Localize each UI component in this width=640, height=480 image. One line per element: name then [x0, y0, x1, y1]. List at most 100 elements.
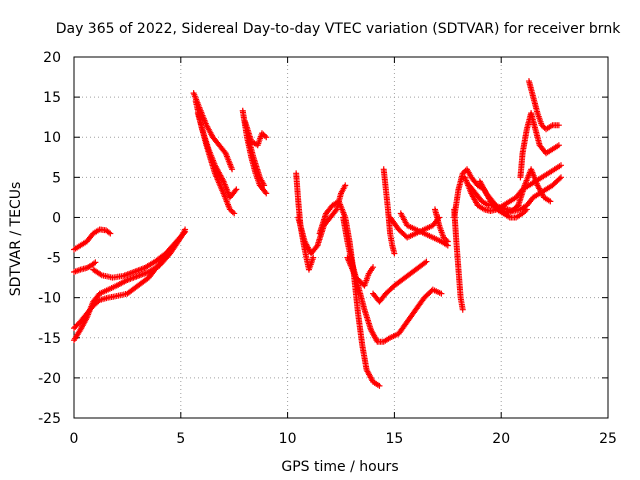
interpolated-point	[545, 197, 552, 204]
interpolated-point	[105, 229, 112, 236]
interpolated-point	[388, 240, 395, 247]
interpolated-point	[88, 305, 95, 312]
interpolated-point	[368, 265, 375, 272]
interpolated-point	[101, 227, 108, 234]
interpolated-point	[337, 191, 344, 198]
interpolated-point	[556, 163, 563, 170]
series-arc-2	[71, 259, 99, 275]
series-arc-26	[476, 166, 554, 217]
series-arc-20	[397, 210, 451, 249]
interpolated-point	[379, 338, 386, 345]
interpolated-point	[556, 175, 563, 182]
interpolated-point	[203, 140, 210, 147]
series-arc-5	[90, 228, 189, 281]
x-tick-label: 20	[492, 431, 510, 447]
interpolated-point	[228, 164, 235, 171]
interpolated-point	[427, 288, 434, 295]
interpolated-point	[439, 232, 446, 239]
interpolated-point	[533, 180, 540, 187]
interpolated-point	[419, 297, 426, 304]
interpolated-point	[95, 227, 102, 234]
interpolated-point	[202, 120, 209, 127]
interpolated-point	[88, 233, 95, 240]
interpolated-point	[521, 183, 528, 190]
interpolated-point	[82, 265, 89, 272]
series-arc-23	[451, 166, 530, 221]
y-tick-label: 20	[43, 50, 61, 66]
interpolated-point	[487, 195, 494, 202]
interpolated-point	[363, 365, 370, 372]
x-tick-label: 25	[599, 431, 617, 447]
interpolated-point	[160, 252, 167, 259]
interpolated-point	[385, 335, 392, 342]
series-arc-18	[380, 166, 398, 257]
interpolated-point	[361, 305, 368, 312]
interpolated-point	[312, 245, 319, 252]
interpolated-point	[211, 168, 218, 175]
interpolated-point	[139, 265, 146, 272]
interpolated-point	[476, 195, 483, 202]
interpolated-point	[112, 283, 119, 290]
interpolated-point	[436, 237, 443, 244]
series-arc-10	[241, 118, 270, 149]
series-arc-17	[370, 258, 430, 305]
interpolated-point	[231, 189, 238, 196]
x-tick-label: 15	[385, 431, 403, 447]
interpolated-point	[103, 295, 110, 302]
interpolated-point	[534, 108, 541, 115]
interpolated-point	[144, 269, 151, 276]
series-arc-22	[451, 206, 466, 313]
interpolated-point	[260, 180, 267, 187]
y-tick-label: -15	[38, 331, 61, 347]
chart-title: Day 365 of 2022, Sidereal Day-to-day VTE…	[56, 21, 621, 37]
interpolated-point	[555, 176, 562, 183]
interpolated-point	[219, 176, 226, 183]
interpolated-point	[537, 175, 544, 182]
series-arc-27	[517, 110, 562, 181]
interpolated-point	[390, 248, 397, 255]
interpolated-point	[181, 230, 188, 237]
interpolated-point	[331, 209, 338, 216]
interpolated-point	[547, 147, 554, 154]
interpolated-point	[419, 229, 426, 236]
interpolated-point	[483, 201, 490, 208]
interpolated-point	[214, 139, 221, 146]
y-tick-label: 0	[52, 210, 61, 226]
interpolated-point	[393, 223, 400, 230]
interpolated-point	[538, 120, 545, 127]
interpolated-point	[154, 263, 161, 270]
interpolated-point	[380, 293, 387, 300]
interpolated-point	[411, 231, 418, 238]
y-tick-label: 10	[43, 130, 61, 146]
interpolated-point	[97, 271, 104, 278]
x-tick-label: 10	[279, 431, 297, 447]
interpolated-point	[344, 236, 351, 243]
interpolated-point	[523, 127, 530, 134]
x-tick-labels: 0 5 10 15 20 25	[70, 431, 617, 447]
interpolated-point	[122, 291, 129, 298]
interpolated-point	[435, 220, 442, 227]
interpolated-point	[81, 313, 88, 320]
interpolated-point	[428, 233, 435, 240]
interpolated-point	[517, 211, 524, 218]
y-tick-label: -20	[38, 371, 61, 387]
interpolated-point	[112, 293, 119, 300]
series-arc-15	[340, 214, 445, 345]
interpolated-point	[554, 122, 561, 129]
interpolated-point	[479, 205, 486, 212]
axis-ticks	[73, 56, 609, 419]
interpolated-point	[528, 197, 535, 204]
interpolated-point	[75, 243, 82, 250]
series-arc-28	[525, 78, 562, 133]
y-axis-label: SDTVAR / TECUs	[8, 182, 24, 297]
series-arc-21	[431, 206, 451, 245]
interpolated-point	[505, 199, 512, 206]
interpolated-point	[402, 321, 409, 328]
interpolated-point	[171, 240, 178, 247]
interpolated-point	[411, 225, 418, 232]
series-arc-3	[71, 226, 189, 344]
interpolated-point	[179, 231, 186, 238]
interpolated-point	[512, 204, 519, 211]
interpolated-point	[327, 205, 334, 212]
